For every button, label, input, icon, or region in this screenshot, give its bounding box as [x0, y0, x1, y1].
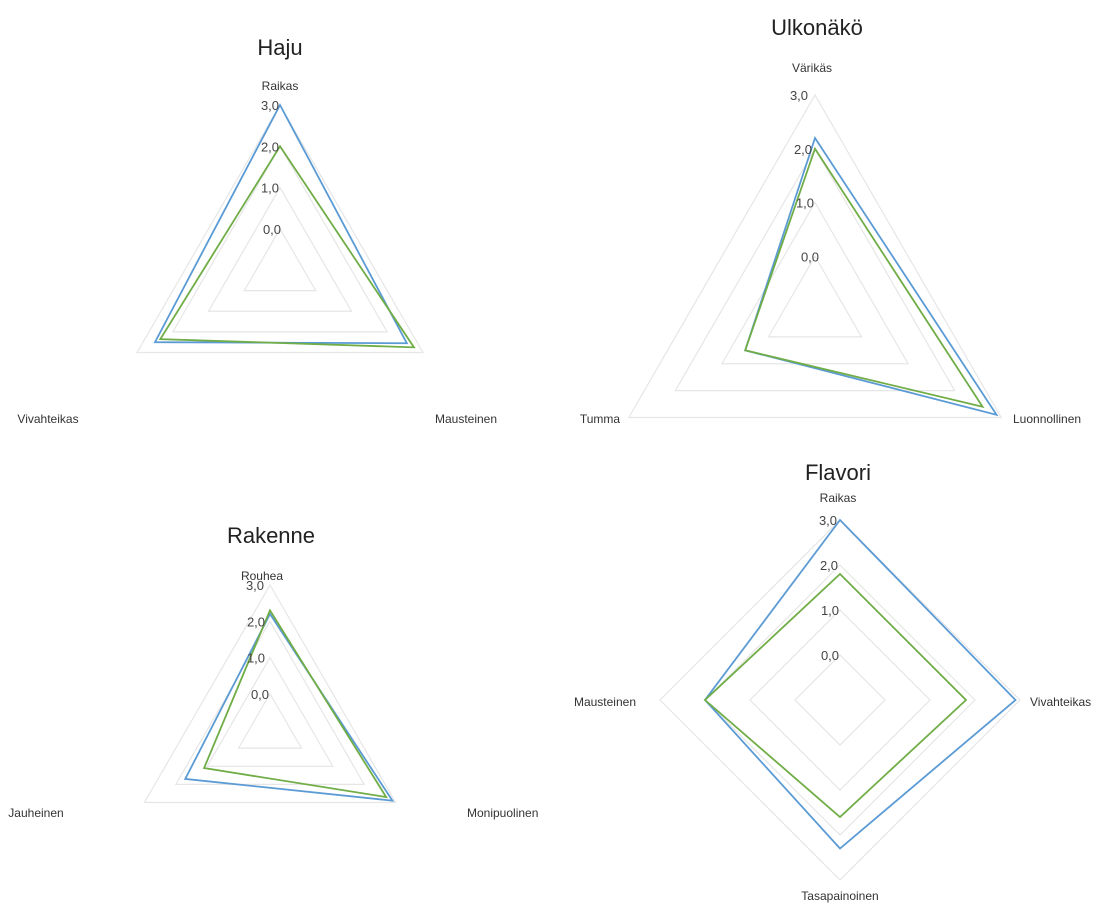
tick-label: 3,0: [261, 98, 279, 113]
gridline: [794, 654, 886, 746]
gridline: [143, 583, 397, 804]
radar-chart-3: 0,0 1,0 2,0 3,0 Raikas Vivahteikas Tasapainoin…: [574, 460, 1091, 903]
tick-label: 3,0: [246, 578, 264, 593]
gridline: [749, 609, 931, 791]
tick-label: 1,0: [261, 181, 279, 196]
series-line-0: [744, 135, 999, 417]
tick-label: 2,0: [261, 139, 279, 154]
axis-label: Monipuolinen: [467, 806, 538, 820]
axis-label: Värikäs: [792, 61, 832, 75]
gridline: [659, 519, 1021, 881]
gridline: [174, 620, 366, 785]
tick-label: 1,0: [247, 651, 265, 666]
axis-label: Rouhea: [241, 569, 283, 583]
gridline: [704, 564, 976, 836]
axis-label: Mausteinen: [435, 412, 497, 426]
axis-label: Mausteinen: [574, 695, 636, 709]
axis-label: Jauheinen: [8, 806, 63, 820]
gridline: [627, 93, 1003, 419]
tick-label: 3,0: [819, 513, 837, 528]
series-line-1: [703, 572, 968, 819]
chart-title: Flavori: [805, 460, 871, 485]
series-line-0: [703, 518, 1017, 850]
gridline: [136, 103, 424, 354]
radar-chart-1: 0,0 1,0 2,0 3,0 Värikäs Luonnollinen Tumma Ulko…: [580, 15, 1081, 426]
axis-label: Tumma: [580, 412, 621, 426]
axis-label: Raikas: [262, 79, 299, 93]
axis-label: Raikas: [820, 491, 857, 505]
axis-label: Luonnollinen: [1013, 412, 1081, 426]
tick-label: 2,0: [247, 614, 265, 629]
gridline: [237, 692, 303, 749]
series-line-1: [744, 146, 985, 409]
gridline: [207, 186, 353, 312]
axis-label: Vivahteikas: [17, 412, 78, 426]
gridline: [243, 227, 317, 292]
series-line-1: [202, 608, 388, 799]
gridline: [674, 147, 956, 392]
tick-label: 3,0: [790, 88, 808, 103]
chart-title: Ulkonäkö: [771, 15, 863, 40]
tick-label: 1,0: [821, 603, 839, 618]
radar-chart-0: 0,0 1,0 2,0 3,0 Raikas Mausteinen Vivahteikas H…: [17, 35, 497, 426]
series-line-1: [158, 144, 416, 349]
axis-label: Vivahteikas: [1030, 695, 1091, 709]
gridline: [767, 255, 863, 338]
tick-label: 0,0: [801, 249, 819, 264]
tick-label: 2,0: [794, 142, 812, 157]
chart-title: Rakenne: [227, 523, 315, 548]
tick-label: 0,0: [263, 222, 281, 237]
tick-label: 0,0: [251, 687, 269, 702]
tick-label: 0,0: [821, 648, 839, 663]
gridline: [206, 656, 334, 767]
chart-title: Haju: [257, 35, 302, 60]
axis-label: Tasapainoinen: [801, 889, 878, 903]
tick-label: 2,0: [820, 558, 838, 573]
tick-label: 1,0: [796, 196, 814, 211]
gridline: [171, 145, 389, 333]
